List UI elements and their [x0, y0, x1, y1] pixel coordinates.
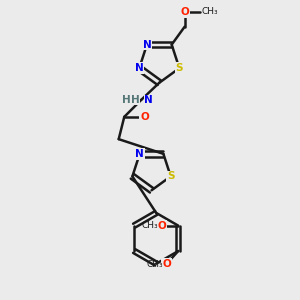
Text: O: O	[158, 220, 167, 231]
Text: N: N	[135, 149, 144, 159]
Text: CH₃: CH₃	[146, 260, 163, 268]
Text: O: O	[180, 7, 189, 17]
Text: HN: HN	[122, 95, 140, 105]
Text: S: S	[167, 171, 175, 182]
Text: N: N	[142, 40, 151, 50]
Text: CH₃: CH₃	[201, 7, 218, 16]
Text: N: N	[144, 95, 153, 105]
Text: O: O	[140, 112, 149, 122]
Text: S: S	[176, 63, 183, 73]
Text: H: H	[131, 95, 140, 105]
Text: O: O	[162, 259, 171, 269]
Text: CH₃: CH₃	[142, 221, 158, 230]
Text: N: N	[135, 63, 144, 73]
